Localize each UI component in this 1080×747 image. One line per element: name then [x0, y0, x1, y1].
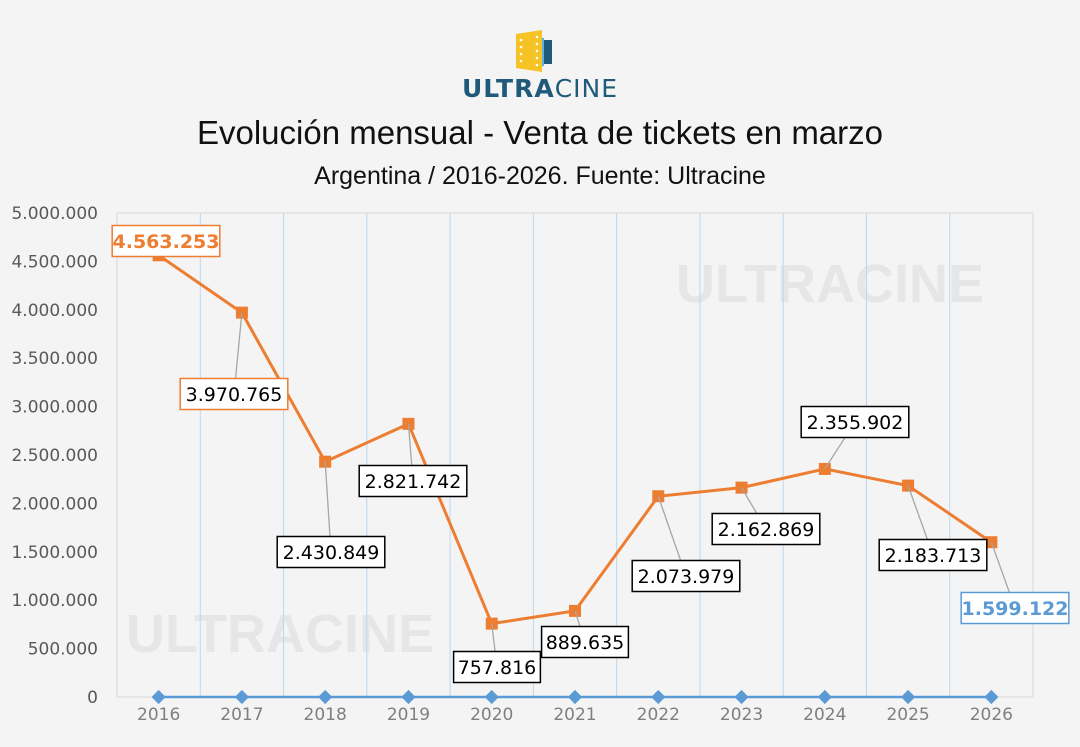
y-tick-label: 2.000.000: [11, 494, 98, 514]
data-label: 2.430.849: [283, 542, 380, 564]
data-label-box: [452, 650, 542, 684]
x-tick-label: 2025: [886, 705, 929, 725]
diamond-marker: [401, 689, 416, 705]
diamond-marker: [817, 689, 832, 705]
x-tick-label: 2019: [387, 705, 430, 725]
brand-bold: ULTRA: [461, 74, 555, 103]
y-tick-label: 1.500.000: [11, 543, 98, 563]
y-tick-label: 5.000.000: [11, 204, 98, 224]
x-tick-label: 2020: [470, 705, 513, 725]
data-label-box: [631, 559, 741, 593]
x-tick-label: 2021: [553, 705, 596, 725]
y-tick-label: 4.500.000: [11, 252, 98, 272]
chart-subtitle: Argentina / 2016-2026. Fuente: Ultracine: [314, 162, 766, 190]
data-label: 2.355.902: [807, 412, 904, 434]
data-label-box: [540, 625, 630, 659]
diamond-marker: [151, 689, 166, 705]
diamond-marker: [318, 689, 333, 705]
y-tick-label: 3.500.000: [11, 349, 98, 369]
diamond-marker: [734, 689, 749, 705]
y-tick-label: 4.000.000: [11, 301, 98, 321]
data-label: 4.563.253: [113, 231, 220, 253]
watermark: ULTRACINE: [126, 604, 434, 664]
data-label-box: [179, 377, 289, 411]
y-tick-label: 3.000.000: [11, 398, 98, 418]
ultracine-logo: [470, 28, 620, 103]
brand-light: CINE: [554, 74, 619, 103]
y-tick-label: 500.000: [28, 640, 98, 660]
data-label: 2.073.979: [638, 566, 735, 588]
x-tick-label: 2022: [637, 705, 680, 725]
data-label-box: [111, 224, 221, 258]
diamond-marker: [234, 689, 249, 705]
y-tick-label: 0: [87, 688, 98, 708]
diamond-marker: [651, 689, 666, 705]
data-label-box: [358, 464, 468, 498]
data-label: 757.816: [458, 657, 537, 679]
data-label: 2.183.713: [885, 545, 982, 567]
diamond-marker: [484, 689, 499, 705]
x-tick-label: 2023: [720, 705, 763, 725]
data-label: 2.162.869: [718, 519, 815, 541]
data-label-box: [878, 538, 988, 572]
data-label: 2.821.742: [365, 471, 462, 493]
x-tick-label: 2017: [220, 705, 263, 725]
chart-title: Evolución mensual - Venta de tickets en …: [196, 114, 884, 151]
y-tick-label: 2.500.000: [11, 446, 98, 466]
data-label-box: [960, 591, 1070, 625]
data-label: 3.970.765: [186, 384, 283, 406]
y-tick-label: 1.000.000: [11, 591, 98, 611]
data-label-box: [800, 405, 910, 439]
diamond-marker: [901, 689, 916, 705]
x-tick-label: 2026: [970, 705, 1013, 725]
data-label-box: [711, 512, 821, 546]
diamond-marker: [984, 689, 999, 705]
watermark: ULTRACINE: [676, 254, 984, 314]
x-tick-label: 2016: [137, 705, 180, 725]
data-label: 1.599.122: [962, 598, 1069, 620]
diamond-marker: [567, 689, 583, 705]
data-label: 889.635: [546, 632, 625, 654]
x-tick-label: 2018: [304, 705, 347, 725]
x-tick-label: 2024: [803, 705, 846, 725]
brand-name: ULTRACINE: [0, 74, 1080, 103]
data-label-box: [276, 535, 386, 569]
